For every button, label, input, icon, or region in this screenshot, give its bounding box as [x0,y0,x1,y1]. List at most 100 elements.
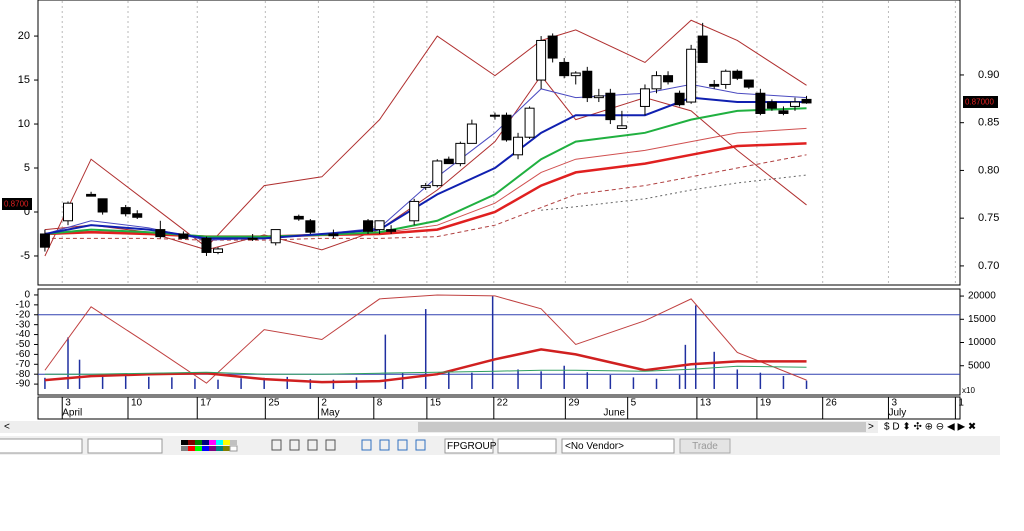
volume-bar [448,370,450,389]
candle-body [363,220,374,232]
last-price-left: 0.8700 [4,200,29,209]
y-tick-label: -50 [16,339,31,350]
candle-body [766,101,777,109]
chart-tools[interactable]: $ D ⬍ ✣ ⊕ ⊖ ◀ ▶ ✖ [884,422,976,433]
y2-unit-label: x10 [962,386,975,395]
volume-bar [632,377,635,389]
candle-body [605,92,616,121]
y-tick-label: 0 [24,290,30,301]
y2-tick-label: 0.75 [978,212,999,224]
y-tick-label: -60 [16,349,31,360]
x-tick-label: 19 [760,398,772,409]
candle-body [536,39,547,81]
volume-bar [694,305,697,389]
candle-body [432,160,443,187]
trade-button[interactable] [679,438,731,454]
y-tick-label: -80 [16,369,31,380]
indicator-line [44,107,807,238]
scroll-right[interactable]: > [868,422,874,433]
volume-bar [678,375,681,389]
toolbar-icons[interactable] [271,439,426,451]
volume-bar [148,376,150,389]
volume-bar [309,379,312,389]
volume-bar [124,375,127,389]
x-tick-label: 10 [131,398,143,409]
volume-bar [563,365,565,389]
vendor-dropdown[interactable] [561,438,675,454]
y-tick-label: 0 [24,206,30,218]
x-tick-label: 3 [65,398,71,409]
candle-body [616,125,627,129]
volume-bar [586,372,589,389]
month-label: June [603,408,625,419]
candle-body [270,229,281,244]
candle-body [559,61,570,77]
date-strip [37,396,961,420]
scroll-left[interactable]: < [4,422,10,433]
x-tick-label: 29 [568,398,580,409]
y-tick-label: 5 [24,162,30,174]
candle-body [293,215,304,220]
candle-body [213,248,224,253]
y2-tick-label: 0.90 [978,69,999,81]
volume-bar [401,372,404,389]
candle-body [420,185,431,188]
indicator-panel [37,288,961,396]
volume-bar [44,377,46,389]
candle-body [489,114,500,117]
x-tick-label: 5 [631,398,637,409]
indicator-line [44,74,807,251]
month-label: July [888,408,906,419]
indicator-line [44,19,807,257]
symbol-box[interactable] [444,438,494,454]
candle-body [789,101,800,107]
candle-body [697,35,708,63]
x-tick-label: 2 [321,398,327,409]
x-tick-label: 22 [497,398,509,409]
last-price-right: 0.87000 [965,98,994,107]
volume-bar [736,369,739,389]
candle-body [801,98,812,104]
scrollbar[interactable]: < > $ D ⬍ ✣ ⊕ ⊖ ◀ ▶ ✖ [0,421,976,433]
candle-body [466,123,477,144]
y-tick-label: -20 [16,309,31,320]
x-tick-label: 26 [826,398,838,409]
candle-body [86,193,97,197]
candle-body [686,48,697,103]
last-price-box [2,198,32,210]
candle-body [732,70,743,79]
volume-bar [355,377,358,389]
volume-bar [424,309,427,389]
candle-body [524,107,535,138]
volume-bar [240,378,242,389]
x-tick-label: 25 [268,398,280,409]
price-panel [37,0,961,286]
candle-body [513,136,524,156]
vendor-text: <No Vendor> [565,441,624,452]
candle-body [247,237,258,240]
scroll-thumb[interactable] [418,422,866,432]
x-tick-label: 3 [891,398,897,409]
candle-body [593,95,604,99]
candle-body [639,88,650,107]
color-palette[interactable] [181,440,238,452]
y-tick-label: -90 [16,379,31,390]
candle-body [743,79,754,88]
account-dropdown[interactable] [497,438,557,454]
x-tick-label: 1 [958,398,964,409]
y-tick-label: -40 [16,329,31,340]
width-dropdown[interactable] [87,438,163,454]
volume-bar [384,334,387,389]
y2-tick-label: 10000 [968,337,996,348]
month-label: May [321,408,340,419]
candle-body [547,35,558,59]
candle-body [582,70,593,99]
indicator-line [44,142,807,238]
volume-bar [263,377,265,389]
last-price-box [963,96,998,108]
style-dropdown[interactable] [0,438,83,454]
volume-bar [491,296,494,389]
indicator-line [44,348,807,384]
x-tick-label: 15 [430,398,442,409]
